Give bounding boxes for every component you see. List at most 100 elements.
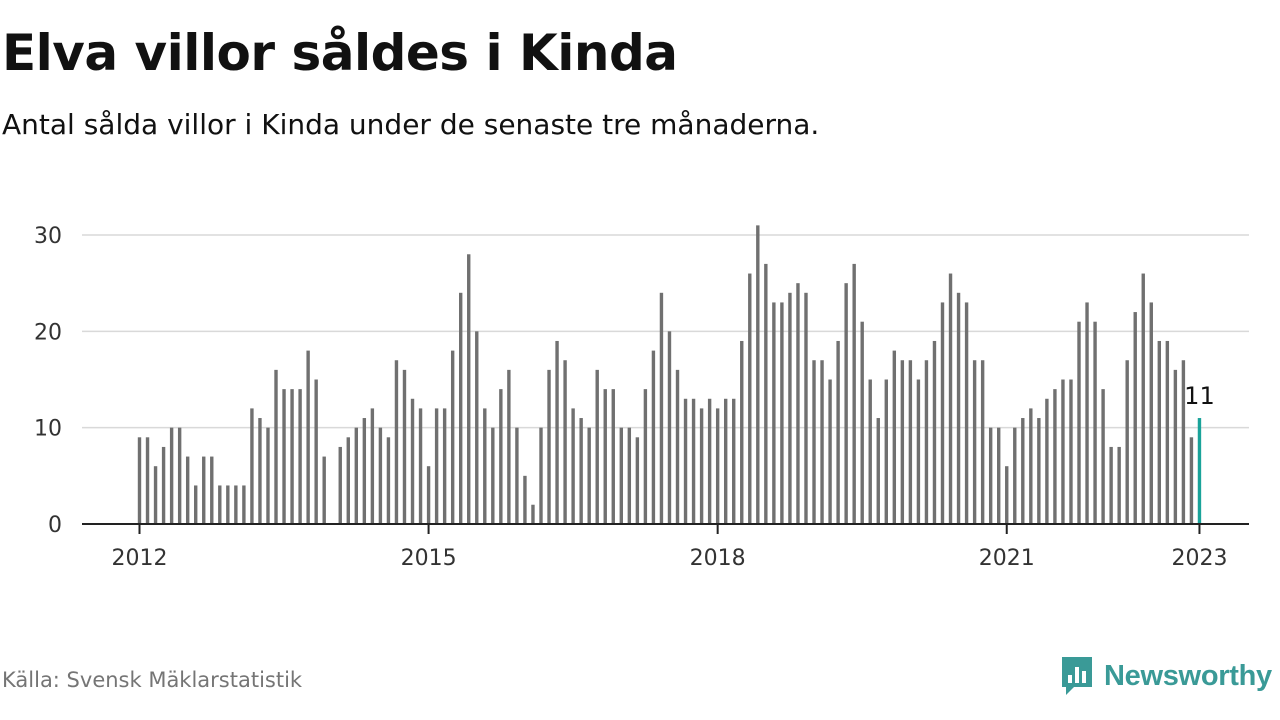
bar: [707, 398, 712, 524]
bar: [282, 389, 286, 524]
x-axis: 2012 2015 2018 2021 2023: [82, 523, 1249, 571]
bar: [354, 427, 359, 524]
bar: [1141, 273, 1145, 524]
bar: [603, 389, 607, 524]
bar: [595, 369, 599, 524]
bar: [876, 418, 880, 524]
bar: [290, 389, 294, 524]
bar: [1085, 302, 1089, 524]
bar: [1173, 369, 1178, 524]
bar: [378, 427, 383, 524]
bar: [948, 273, 953, 524]
bar: [161, 446, 166, 524]
bar: [1045, 398, 1049, 524]
chart-subtitle: Antal sålda villor i Kinda under de sena…: [2, 108, 820, 141]
bar: [169, 427, 174, 524]
bar: [194, 485, 198, 524]
x-tick-label: 2023: [1171, 546, 1227, 571]
bar: [1053, 389, 1057, 524]
bar: [362, 418, 367, 524]
bar: [1069, 379, 1073, 524]
bar: [916, 379, 921, 524]
bar: [1077, 321, 1081, 524]
bar: [908, 360, 913, 524]
bar: [667, 331, 672, 524]
bar: [756, 225, 760, 524]
bar: [137, 437, 142, 524]
bar: [828, 379, 832, 524]
bar: [523, 475, 527, 524]
bar: [732, 398, 736, 524]
bar: [266, 427, 270, 524]
bar: [619, 427, 623, 524]
bar: [547, 369, 551, 524]
bar: [1117, 446, 1121, 524]
bar: [964, 302, 969, 524]
bar: [1181, 360, 1186, 524]
bar: [740, 340, 744, 524]
bar: [788, 292, 792, 524]
bar: [1149, 302, 1153, 524]
bar: [563, 360, 567, 524]
gridlines: 0 10 20 30: [34, 224, 1249, 538]
bar: [226, 485, 230, 524]
bar: [177, 427, 182, 524]
bar: [515, 427, 519, 524]
bar: [780, 302, 784, 524]
bar: [972, 360, 977, 524]
bar: [571, 408, 575, 524]
bar: [450, 350, 455, 524]
bar: [892, 350, 897, 524]
bar: [900, 360, 905, 524]
bar: [298, 389, 302, 524]
bar: [932, 340, 937, 524]
bar: [234, 485, 238, 524]
bar: [402, 369, 407, 524]
bar: [1165, 340, 1170, 524]
bar: [1061, 379, 1065, 524]
newsworthy-logo[interactable]: Newsworthy: [1060, 655, 1272, 697]
bar: [145, 437, 150, 524]
bar: [691, 398, 696, 524]
bar: [1101, 389, 1105, 524]
bar: [507, 369, 511, 524]
bar: [434, 408, 439, 524]
x-tick-label: 2012: [112, 546, 168, 571]
bar: [643, 389, 648, 524]
newsworthy-logo-icon: [1062, 657, 1092, 695]
bar: [491, 427, 495, 524]
bar: [659, 292, 664, 524]
bar: [796, 283, 800, 524]
bar: [675, 369, 680, 524]
bar: [699, 408, 704, 524]
bar: [274, 369, 278, 524]
bar: [764, 263, 768, 524]
bar: [467, 254, 471, 524]
bar: [651, 350, 656, 524]
bar: [1125, 360, 1129, 524]
bar: [483, 408, 487, 524]
bar: [748, 273, 752, 524]
bar: [997, 427, 1001, 524]
bar: [836, 340, 840, 524]
bar: [611, 389, 615, 524]
bar: [370, 408, 375, 524]
bars: [137, 225, 1202, 524]
bar: [860, 321, 864, 524]
bar: [242, 485, 246, 524]
y-tick-label: 30: [34, 224, 62, 249]
bar: [812, 360, 816, 524]
bar: [386, 437, 391, 524]
x-tick-label: 2018: [690, 546, 746, 571]
bar: [1013, 427, 1017, 524]
bar: [723, 398, 728, 524]
bar: [202, 456, 206, 524]
bar: [555, 340, 559, 524]
bar: [844, 283, 848, 524]
chart-title: Elva villor såldes i Kinda: [2, 24, 678, 82]
brand-name: Newsworthy: [1104, 659, 1272, 692]
bar: [884, 379, 888, 524]
bar: [306, 350, 310, 524]
bar: [1133, 312, 1137, 524]
